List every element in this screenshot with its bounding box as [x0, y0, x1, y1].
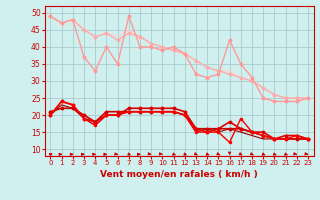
X-axis label: Vent moyen/en rafales ( km/h ): Vent moyen/en rafales ( km/h ) [100, 170, 258, 179]
